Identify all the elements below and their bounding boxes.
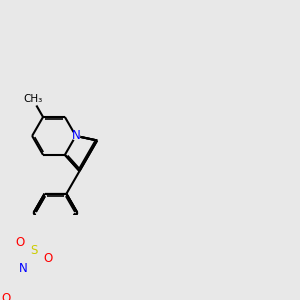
Text: CH₃: CH₃ (23, 94, 43, 104)
Circle shape (30, 247, 38, 254)
Circle shape (16, 239, 23, 246)
Circle shape (72, 132, 80, 140)
Circle shape (20, 265, 27, 272)
Text: N: N (71, 129, 80, 142)
Text: O: O (43, 252, 52, 265)
Circle shape (44, 255, 51, 262)
Text: S: S (30, 244, 37, 257)
Circle shape (2, 295, 10, 300)
Circle shape (26, 93, 39, 106)
Text: O: O (15, 236, 24, 249)
Text: O: O (1, 292, 10, 300)
Text: N: N (19, 262, 28, 275)
